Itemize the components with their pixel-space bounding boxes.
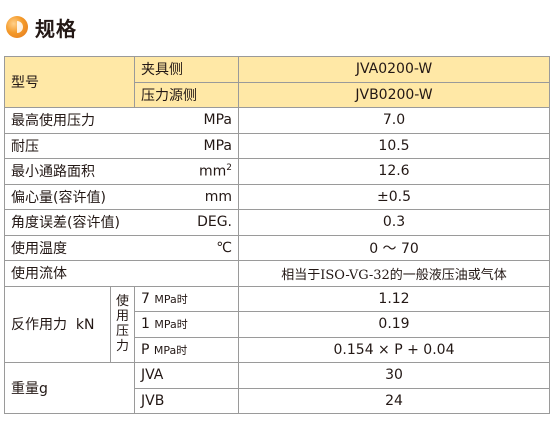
section-title: 规格 [35, 16, 77, 41]
table-row: 使用流体 相当于ISO-VG-32的一般液压油或气体 [4, 260, 550, 287]
table-row: 型号 夹具侧 JVA0200-W [4, 56, 550, 108]
row-label: 最高使用压力 [4, 107, 135, 134]
row-unit: ℃ [134, 234, 239, 261]
row-unit: DEG. [134, 209, 239, 236]
row-label: 使用温度 [4, 234, 135, 261]
row-value: 7.0 [238, 107, 550, 134]
weight-type: JVA [134, 362, 239, 389]
row-label: 最小通路面积 [4, 158, 135, 185]
row-label: 使用流体 [4, 260, 135, 287]
table-row: 1 MPa时 0.19 [5, 311, 550, 338]
row-value: 10.5 [238, 132, 550, 159]
row-label: 角度误差(容许值) [4, 209, 135, 236]
table-row: 使用温度 ℃ 0 ～ 70 [4, 234, 550, 261]
table-row: 偏心量(容许值) mm ±0.5 [4, 183, 550, 210]
row-unit: MPa [134, 107, 239, 134]
table-row: P MPa时 0.154 × P + 0.04 [5, 336, 550, 363]
row-unit: MPa [134, 132, 239, 159]
row-value: 12.6 [238, 158, 550, 185]
clamp-model: JVA0200-W [238, 56, 550, 83]
orange-circle-bullet-icon [6, 16, 28, 38]
table-row: 反作用力 kN 使 用 压 力 7 MPa时 1.12 [4, 285, 550, 363]
reaction-value: 1.12 [238, 285, 550, 312]
reaction-pressure-label: 7 MPa时 [134, 285, 239, 312]
row-unit [134, 260, 239, 287]
reaction-force-label: 反作用力 kN [4, 285, 111, 363]
table-row: 压力源侧 JVB0200-W [5, 81, 550, 108]
clamp-side-label: 夹具侧 [134, 56, 239, 83]
row-value: 相当于ISO-VG-32的一般液压油或气体 [238, 260, 550, 287]
weight-type: JVB [134, 387, 239, 414]
weight-label: 重量g [4, 362, 135, 414]
row-unit: mm [134, 183, 239, 210]
reaction-value: 0.19 [238, 311, 550, 338]
use-pressure-vertical-label: 使 用 压 力 [110, 285, 135, 363]
table-row: JVB 24 [5, 387, 550, 414]
row-label: 耐压 [4, 132, 135, 159]
row-value: 0 ～ 70 [238, 234, 550, 261]
table-row: 耐压 MPa 10.5 [4, 132, 550, 159]
section-header: 规格 [6, 12, 77, 42]
spec-table: 型号 夹具侧 JVA0200-W 压力源侧 JVB0200-W 最高使用压力 M… [4, 56, 550, 414]
row-label: 偏心量(容许值) [4, 183, 135, 210]
row-value: 0.3 [238, 209, 550, 236]
reaction-pressure-label: 1 MPa时 [134, 311, 239, 338]
weight-value: 30 [238, 362, 550, 389]
row-unit: mm2 [134, 158, 239, 185]
reaction-value: 0.154 × P + 0.04 [238, 336, 550, 363]
table-row: 角度误差(容许值) DEG. 0.3 [4, 209, 550, 236]
model-label: 型号 [4, 56, 135, 108]
weight-value: 24 [238, 387, 550, 414]
table-row: 重量g JVA 30 [4, 362, 550, 414]
source-side-label: 压力源侧 [134, 81, 239, 108]
table-row: 最高使用压力 MPa 7.0 [4, 107, 550, 134]
table-row: 最小通路面积 mm2 12.6 [4, 158, 550, 185]
reaction-pressure-label: P MPa时 [134, 336, 239, 363]
row-value: ±0.5 [238, 183, 550, 210]
source-model: JVB0200-W [238, 81, 550, 108]
